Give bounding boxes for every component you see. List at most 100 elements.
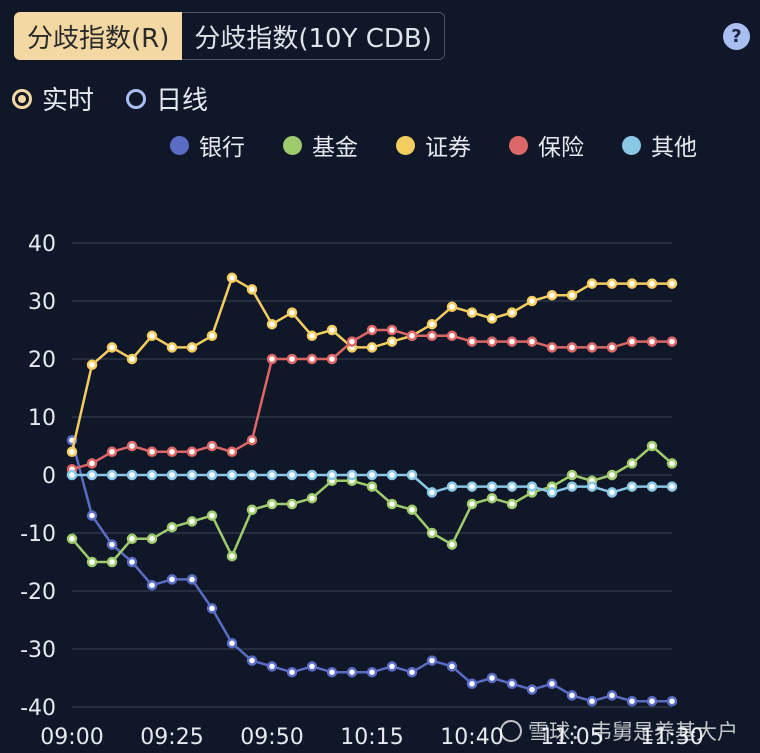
data-point[interactable] — [126, 469, 138, 481]
data-point[interactable] — [106, 556, 118, 568]
data-point[interactable] — [86, 510, 98, 521]
data-point[interactable] — [366, 469, 378, 481]
data-point[interactable] — [306, 353, 318, 365]
data-point[interactable] — [226, 446, 238, 458]
data-point[interactable] — [186, 469, 198, 481]
data-point[interactable] — [586, 695, 598, 707]
tab-divergence-r[interactable]: 分歧指数(R) — [14, 12, 183, 60]
data-point[interactable] — [106, 342, 118, 353]
data-point[interactable] — [606, 469, 618, 481]
data-point[interactable] — [146, 579, 158, 591]
data-point[interactable] — [146, 330, 158, 342]
help-icon[interactable]: ? — [723, 23, 750, 50]
data-point[interactable] — [406, 666, 418, 678]
data-point[interactable] — [626, 481, 638, 492]
data-point[interactable] — [66, 446, 78, 458]
data-point[interactable] — [226, 469, 238, 481]
data-point[interactable] — [266, 498, 278, 510]
data-point[interactable] — [566, 469, 578, 481]
data-point[interactable] — [326, 324, 338, 336]
data-point[interactable] — [526, 336, 538, 347]
data-point[interactable] — [266, 661, 278, 672]
data-point[interactable] — [406, 504, 418, 516]
data-point[interactable] — [106, 539, 118, 550]
legend-item[interactable]: 证券 — [396, 128, 471, 162]
data-point[interactable] — [506, 498, 518, 510]
data-point[interactable] — [626, 695, 638, 707]
data-point[interactable] — [286, 469, 298, 481]
data-point[interactable] — [566, 342, 578, 353]
data-point[interactable] — [666, 481, 678, 492]
data-point[interactable] — [86, 556, 98, 568]
data-point[interactable] — [446, 539, 458, 550]
data-point[interactable] — [446, 481, 458, 492]
data-point[interactable] — [286, 353, 298, 365]
data-point[interactable] — [426, 330, 438, 342]
data-point[interactable] — [246, 434, 258, 446]
data-point[interactable] — [86, 359, 98, 371]
data-point[interactable] — [386, 469, 398, 481]
data-point[interactable] — [466, 307, 478, 318]
data-point[interactable] — [526, 684, 538, 695]
data-point[interactable] — [346, 469, 358, 481]
data-point[interactable] — [466, 678, 478, 690]
data-point[interactable] — [566, 289, 578, 301]
data-point[interactable] — [226, 550, 238, 562]
data-point[interactable] — [366, 324, 378, 336]
data-point[interactable] — [506, 481, 518, 492]
data-point[interactable] — [666, 695, 678, 707]
data-point[interactable] — [286, 498, 298, 510]
data-point[interactable] — [446, 661, 458, 672]
data-point[interactable] — [306, 661, 318, 672]
data-point[interactable] — [526, 481, 538, 492]
legend-item[interactable]: 保险 — [509, 128, 584, 162]
data-point[interactable] — [166, 574, 178, 585]
data-point[interactable] — [566, 690, 578, 701]
data-point[interactable] — [266, 318, 278, 330]
data-point[interactable] — [406, 469, 418, 481]
data-point[interactable] — [406, 330, 418, 342]
data-point[interactable] — [546, 289, 558, 301]
data-point[interactable] — [426, 487, 438, 498]
data-point[interactable] — [646, 336, 658, 347]
data-point[interactable] — [646, 440, 658, 452]
data-point[interactable] — [306, 469, 318, 481]
data-point[interactable] — [446, 330, 458, 342]
data-point[interactable] — [226, 637, 238, 649]
data-point[interactable] — [586, 481, 598, 492]
data-point[interactable] — [486, 672, 498, 684]
data-point[interactable] — [546, 678, 558, 690]
data-point[interactable] — [246, 284, 258, 295]
data-point[interactable] — [106, 469, 118, 481]
data-point[interactable] — [366, 342, 378, 353]
data-point[interactable] — [466, 336, 478, 347]
data-point[interactable] — [666, 278, 678, 289]
data-point[interactable] — [206, 510, 218, 521]
data-point[interactable] — [366, 481, 378, 492]
data-point[interactable] — [86, 469, 98, 481]
data-point[interactable] — [486, 313, 498, 324]
data-point[interactable] — [626, 458, 638, 469]
data-point[interactable] — [326, 353, 338, 365]
data-point[interactable] — [66, 533, 78, 545]
data-point[interactable] — [146, 469, 158, 481]
data-point[interactable] — [126, 556, 138, 568]
data-point[interactable] — [586, 342, 598, 353]
data-point[interactable] — [146, 533, 158, 545]
data-point[interactable] — [266, 353, 278, 365]
data-point[interactable] — [606, 487, 618, 498]
data-point[interactable] — [666, 336, 678, 347]
data-point[interactable] — [546, 342, 558, 353]
data-point[interactable] — [286, 666, 298, 678]
data-point[interactable] — [166, 342, 178, 353]
data-point[interactable] — [386, 661, 398, 672]
data-point[interactable] — [486, 492, 498, 504]
data-point[interactable] — [166, 521, 178, 533]
data-point[interactable] — [626, 336, 638, 347]
data-point[interactable] — [326, 666, 338, 678]
data-point[interactable] — [446, 301, 458, 313]
data-point[interactable] — [606, 690, 618, 701]
data-point[interactable] — [366, 666, 378, 678]
legend-item[interactable]: 银行 — [170, 128, 245, 162]
data-point[interactable] — [66, 469, 78, 481]
